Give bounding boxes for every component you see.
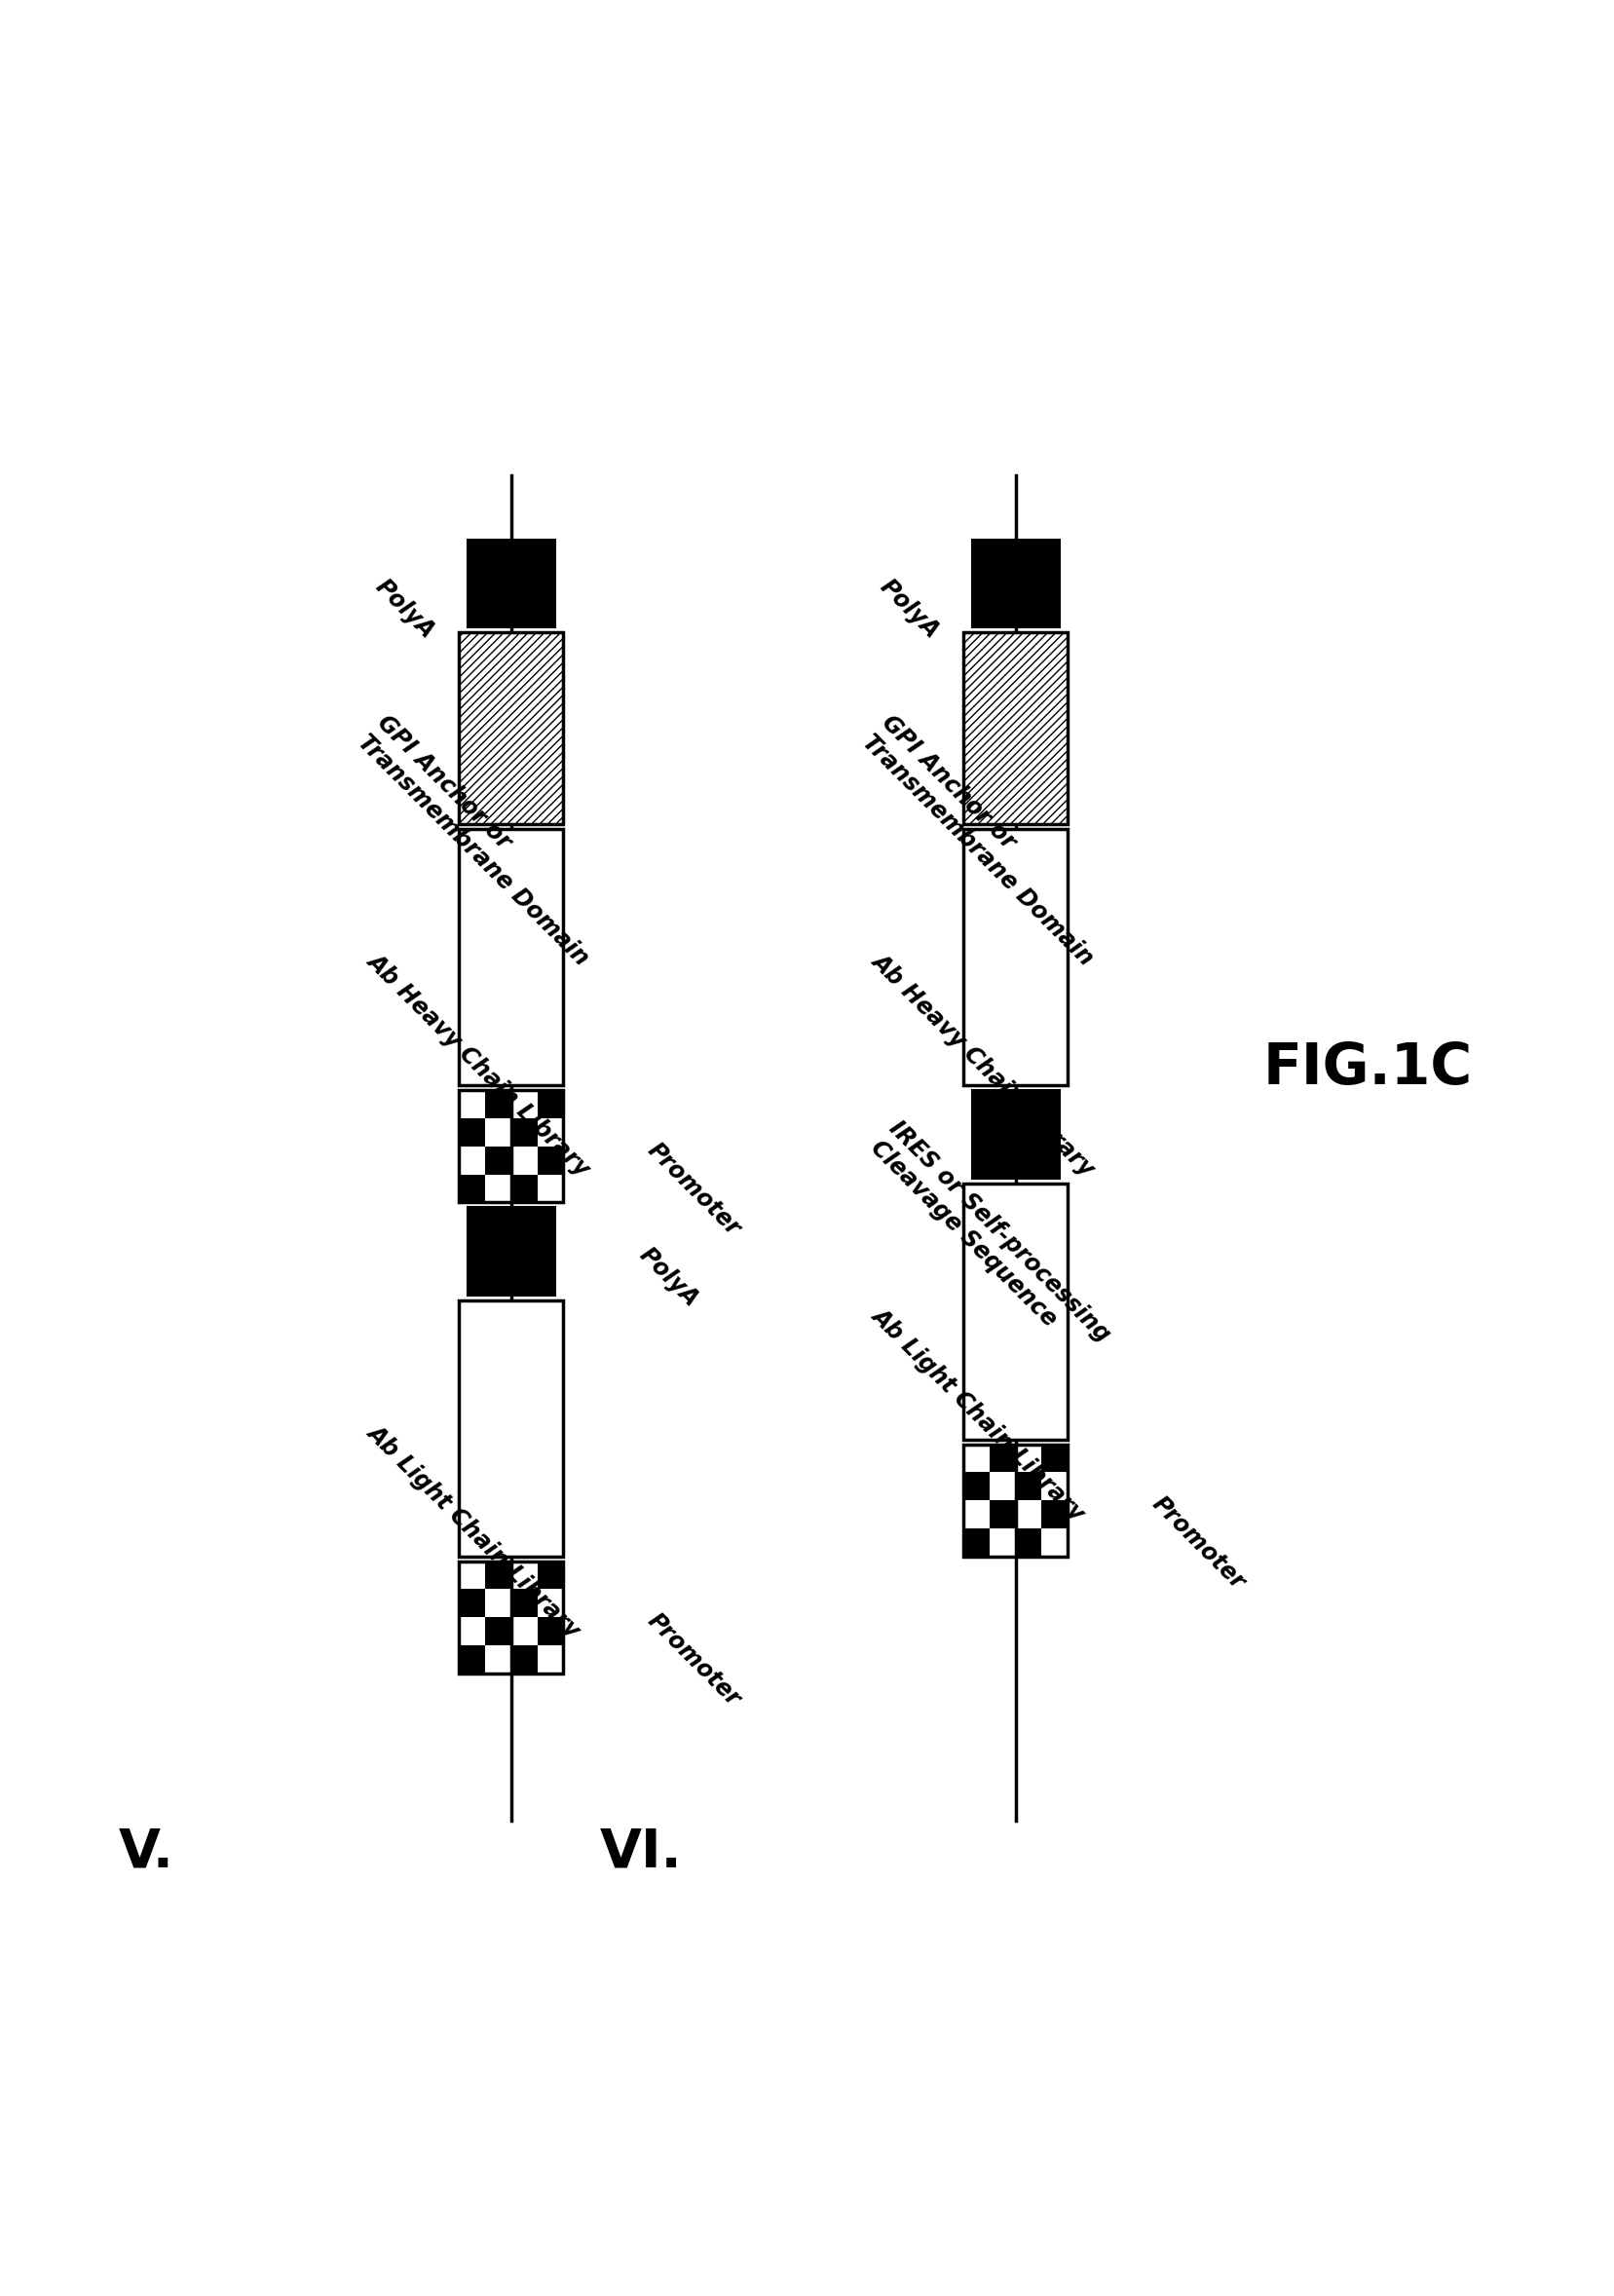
Text: FIG.1C: FIG.1C: [1262, 1040, 1472, 1095]
Bar: [989, 1444, 1015, 1472]
Bar: [972, 540, 1059, 627]
Text: Promoter: Promoter: [1148, 1492, 1249, 1593]
Text: IRES or Self-processing
Cleavage Sequence: IRES or Self-processing Cleavage Sequenc…: [865, 1116, 1114, 1366]
Bar: [458, 631, 563, 824]
Bar: [458, 1091, 563, 1203]
Bar: [512, 1589, 537, 1616]
Bar: [458, 1561, 563, 1674]
Bar: [484, 1561, 512, 1589]
Text: Ab Heavy Chain Library: Ab Heavy Chain Library: [867, 948, 1098, 1180]
Bar: [1041, 1444, 1067, 1472]
Bar: [458, 1176, 484, 1203]
Bar: [466, 540, 555, 627]
Bar: [512, 1118, 537, 1146]
Bar: [537, 1561, 563, 1589]
Bar: [964, 1182, 1067, 1440]
Bar: [1041, 1499, 1067, 1529]
Bar: [1015, 1529, 1041, 1557]
Bar: [466, 1208, 555, 1295]
Bar: [964, 1444, 1067, 1557]
Bar: [512, 1176, 537, 1203]
Text: Promoter: Promoter: [642, 1139, 744, 1240]
Bar: [458, 1300, 563, 1557]
Text: PolyA: PolyA: [875, 576, 943, 643]
Bar: [537, 1146, 563, 1176]
Bar: [512, 1646, 537, 1674]
Text: GPI Anchor or
Transmembrane Domain: GPI Anchor or Transmembrane Domain: [353, 709, 612, 969]
Bar: [964, 829, 1067, 1086]
Text: VI.: VI.: [599, 1825, 681, 1878]
Text: V.: V.: [119, 1825, 174, 1878]
Bar: [537, 1091, 563, 1118]
Bar: [972, 1091, 1059, 1178]
Bar: [1015, 1472, 1041, 1499]
Bar: [989, 1499, 1015, 1529]
Bar: [484, 1616, 512, 1646]
Bar: [964, 1472, 989, 1499]
Text: PolyA: PolyA: [634, 1242, 704, 1311]
Bar: [537, 1616, 563, 1646]
Text: Promoter: Promoter: [642, 1609, 744, 1711]
Text: Ab Light Chain Library: Ab Light Chain Library: [867, 1304, 1088, 1525]
Text: GPI Anchor or
Transmembrane Domain: GPI Anchor or Transmembrane Domain: [857, 709, 1117, 969]
Text: Ab Heavy Chain Library: Ab Heavy Chain Library: [363, 948, 594, 1180]
Bar: [484, 1091, 512, 1118]
Bar: [458, 1646, 484, 1674]
Bar: [458, 1589, 484, 1616]
Bar: [964, 631, 1067, 824]
Bar: [458, 829, 563, 1086]
Bar: [964, 1529, 989, 1557]
Bar: [484, 1146, 512, 1176]
Bar: [458, 1118, 484, 1146]
Text: Ab Light Chain Library: Ab Light Chain Library: [363, 1419, 584, 1642]
Text: PolyA: PolyA: [371, 576, 439, 643]
